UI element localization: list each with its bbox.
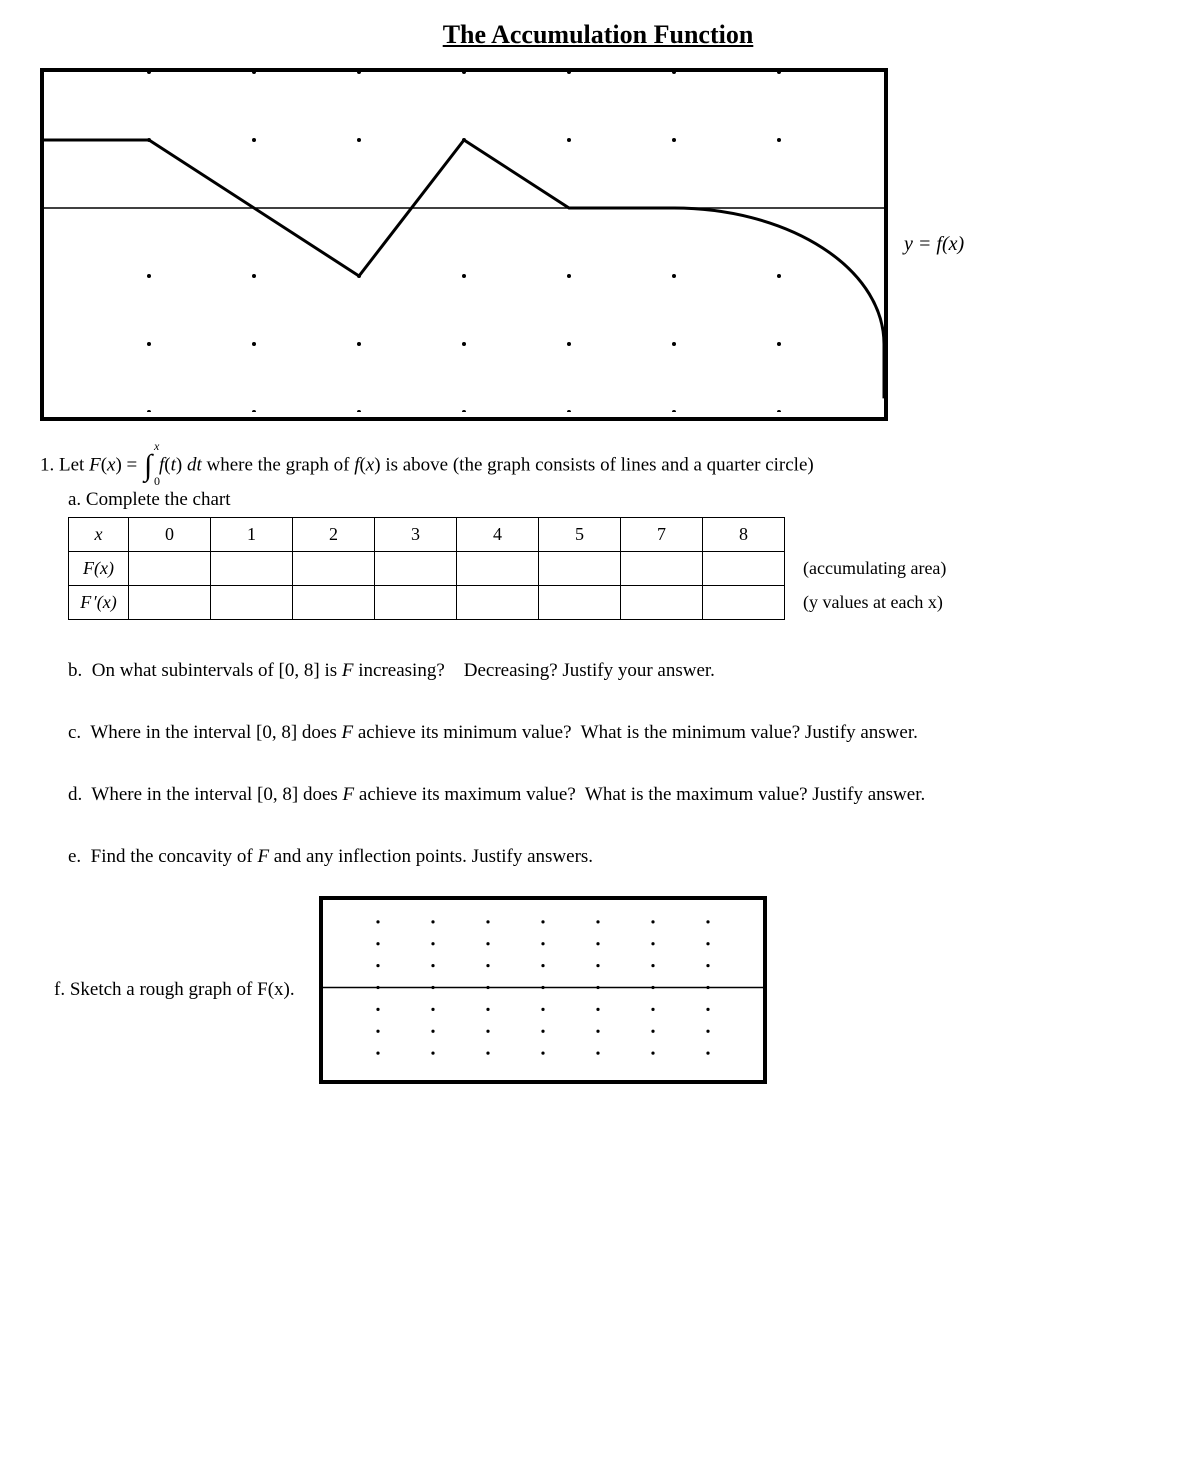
table-cell: [211, 552, 293, 586]
table-cell: [703, 586, 785, 620]
table-cell: [293, 552, 375, 586]
small-graph-svg: [323, 900, 763, 1075]
part-f-label: f. Sketch a rough graph of F(x).: [54, 979, 295, 1001]
table-cell: 4: [457, 518, 539, 552]
table-cell: [375, 552, 457, 586]
chart-table: x01234578 F(x)F ′(x): [68, 517, 785, 620]
table-cell: [539, 552, 621, 586]
table-cell: [457, 552, 539, 586]
chart-table-wrap: x01234578 F(x)F ′(x) (accumulating area)(y…: [40, 517, 1156, 620]
row-header: F ′(x): [69, 586, 129, 620]
small-graph: [319, 896, 767, 1084]
main-graph: [40, 68, 888, 421]
row-annotation: (accumulating area): [803, 552, 946, 586]
table-cell: 1: [211, 518, 293, 552]
table-cell: [129, 552, 211, 586]
part-a-label: a. Complete the chart: [68, 489, 1156, 511]
table-cell: [539, 586, 621, 620]
part-f-row: f. Sketch a rough graph of F(x).: [54, 896, 1156, 1084]
table-cell: 7: [621, 518, 703, 552]
table-cell: [621, 586, 703, 620]
table-cell: [293, 586, 375, 620]
part-c: c. Where in the interval [0, 8] does F a…: [68, 722, 1156, 744]
row-header: F(x): [69, 552, 129, 586]
table-cell: [457, 586, 539, 620]
table-cell: [211, 586, 293, 620]
part-e: e. Find the concavity of F and any infle…: [68, 846, 1156, 868]
row-header: x: [69, 518, 129, 552]
part-b: b. On what subintervals of [0, 8] is F i…: [68, 660, 1156, 682]
table-cell: [703, 552, 785, 586]
row-annotation: (y values at each x): [803, 586, 946, 620]
table-cell: 5: [539, 518, 621, 552]
main-graph-svg: [44, 72, 884, 412]
table-cell: 0: [129, 518, 211, 552]
table-cell: [375, 586, 457, 620]
question-1-intro: 1. Let F(x) = x ∫ 0 f(t) dt where the gr…: [40, 451, 1156, 481]
table-cell: 3: [375, 518, 457, 552]
part-d: d. Where in the interval [0, 8] does F a…: [68, 784, 1156, 806]
y-equals-fx-label: y = f(x): [904, 233, 964, 256]
table-cell: [621, 552, 703, 586]
page-title: The Accumulation Function: [40, 20, 1156, 50]
table-cell: [129, 586, 211, 620]
main-graph-row: y = f(x): [40, 68, 1156, 421]
table-cell: 2: [293, 518, 375, 552]
table-cell: 8: [703, 518, 785, 552]
